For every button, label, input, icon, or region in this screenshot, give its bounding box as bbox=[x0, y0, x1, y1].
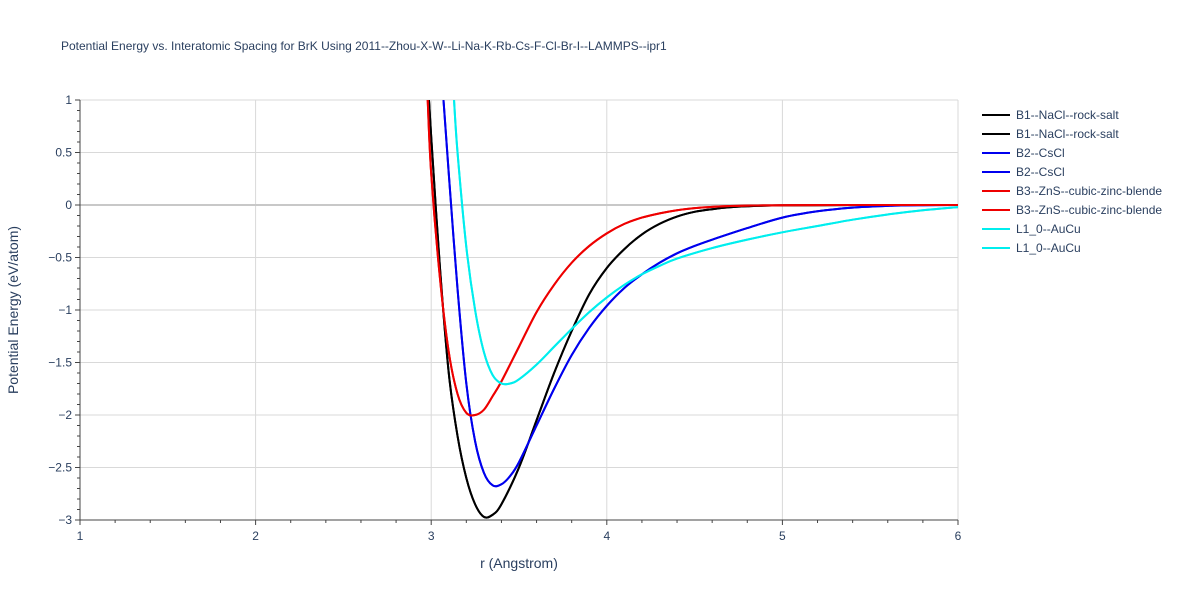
y-tick-label: −1 bbox=[58, 303, 72, 317]
x-tick-label: 6 bbox=[955, 529, 962, 543]
series-line-L1_0--AuCu bbox=[453, 100, 958, 386]
legend-item-label[interactable]: L1_0--AuCu bbox=[1016, 241, 1081, 255]
y-axis-label: Potential Energy (eV/atom) bbox=[5, 226, 21, 394]
y-tick-label: −2.5 bbox=[48, 461, 72, 475]
x-tick-label: 3 bbox=[428, 529, 435, 543]
y-tick-label: −2 bbox=[58, 408, 72, 422]
series-lines bbox=[426, 100, 958, 519]
axes: 1 2 3 4 5 6 −3 −2.5 −2 −1.5 −1 −0.5 0 0.5 1 bbox=[48, 93, 961, 543]
x-tick-label: 5 bbox=[779, 529, 786, 543]
legend-item-label[interactable]: L1_0--AuCu bbox=[1016, 222, 1081, 236]
legend-item-label[interactable]: B2--CsCl bbox=[1016, 165, 1065, 179]
series-line-B1--NaCl--rock-salt bbox=[427, 100, 958, 519]
x-tick-label: 2 bbox=[252, 529, 259, 543]
legend-item-label[interactable]: B2--CsCl bbox=[1016, 146, 1065, 160]
legend-item-label[interactable]: B3--ZnS--cubic-zinc-blende bbox=[1016, 203, 1162, 217]
legend-item-label[interactable]: B1--NaCl--rock-salt bbox=[1016, 108, 1119, 122]
y-tick-label: 0 bbox=[65, 198, 72, 212]
series-line-B3--ZnS--cubic-zinc-blende bbox=[426, 100, 958, 417]
y-tick-label: −3 bbox=[58, 513, 72, 527]
series-line-B2--CsCl bbox=[442, 100, 958, 488]
legend-item-label[interactable]: B1--NaCl--rock-salt bbox=[1016, 127, 1119, 141]
y-tick-label: −0.5 bbox=[48, 251, 72, 265]
x-tick-label: 1 bbox=[77, 529, 84, 543]
y-tick-label: 1 bbox=[65, 93, 72, 107]
x-axis-label: r (Angstrom) bbox=[480, 555, 558, 571]
chart-title: Potential Energy vs. Interatomic Spacing… bbox=[61, 39, 667, 53]
y-tick-label: 0.5 bbox=[55, 146, 72, 160]
x-tick-label: 4 bbox=[603, 529, 610, 543]
legend: B1--NaCl--rock-salt B1--NaCl--rock-salt B2… bbox=[982, 108, 1162, 255]
y-tick-label: −1.5 bbox=[48, 356, 72, 370]
legend-item-label[interactable]: B3--ZnS--cubic-zinc-blende bbox=[1016, 184, 1162, 198]
